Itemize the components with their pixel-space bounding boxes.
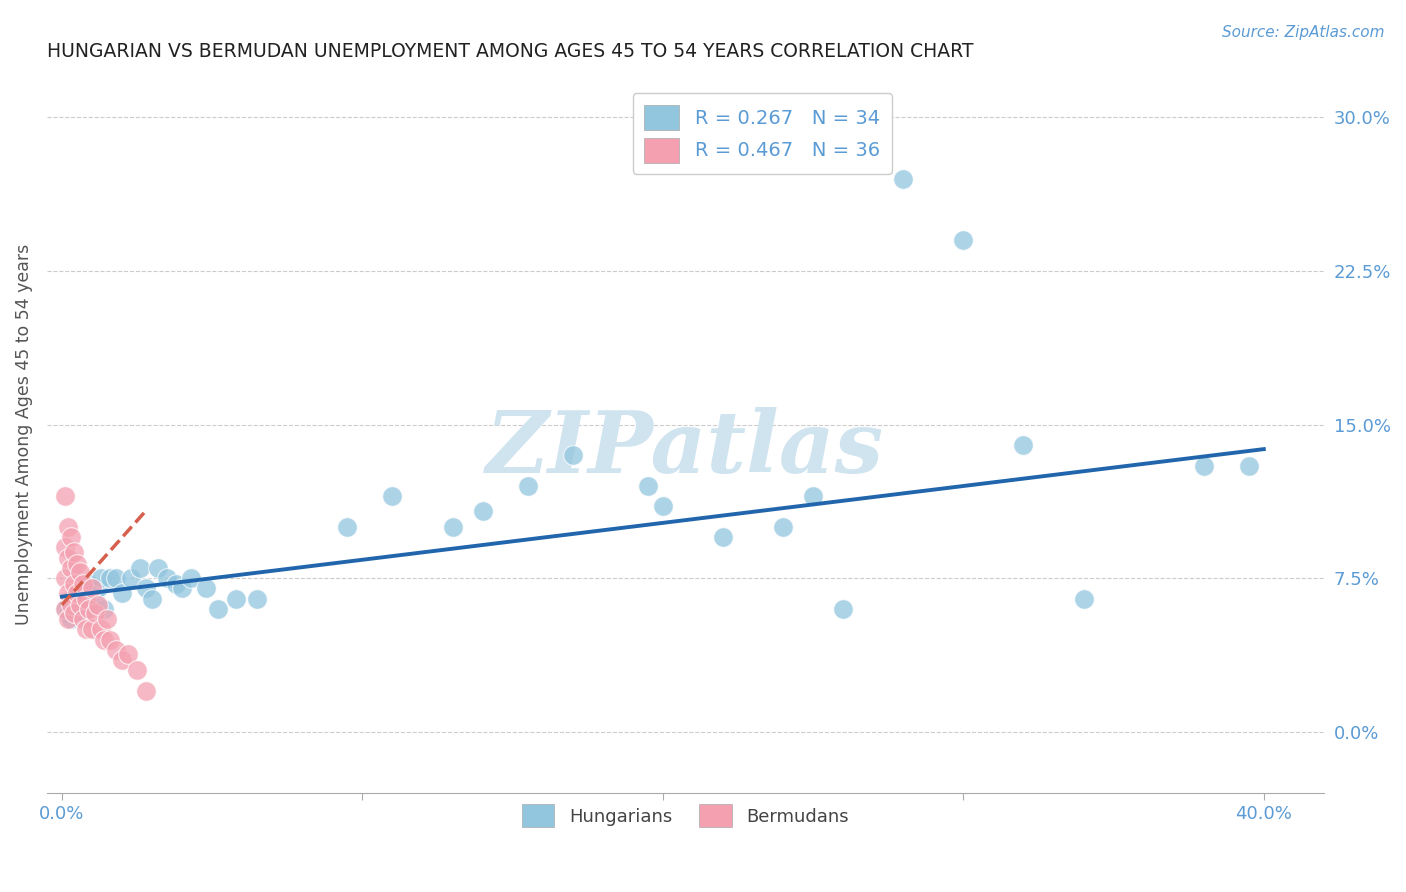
- Point: [146, 561, 169, 575]
- Point: [80, 585, 103, 599]
- Point: [637, 479, 659, 493]
- Point: [56, 520, 79, 534]
- Point: [180, 571, 202, 585]
- Point: [75, 623, 97, 637]
- Point: [772, 520, 794, 534]
- Point: [135, 684, 157, 698]
- Point: [98, 632, 121, 647]
- Point: [66, 557, 89, 571]
- Point: [53, 541, 76, 555]
- Point: [801, 489, 824, 503]
- Point: [111, 653, 134, 667]
- Point: [77, 602, 100, 616]
- Point: [651, 500, 673, 514]
- Point: [53, 602, 76, 616]
- Point: [63, 598, 86, 612]
- Text: Source: ZipAtlas.com: Source: ZipAtlas.com: [1222, 25, 1385, 40]
- Y-axis label: Unemployment Among Ages 45 to 54 years: Unemployment Among Ages 45 to 54 years: [15, 244, 32, 625]
- Point: [90, 623, 112, 637]
- Point: [336, 520, 359, 534]
- Point: [80, 623, 103, 637]
- Point: [59, 612, 82, 626]
- Point: [156, 571, 179, 585]
- Point: [561, 448, 583, 462]
- Point: [53, 489, 76, 503]
- Point: [441, 520, 464, 534]
- Point: [72, 591, 94, 606]
- Point: [93, 602, 115, 616]
- Point: [711, 530, 734, 544]
- Point: [381, 489, 404, 503]
- Point: [471, 503, 494, 517]
- Point: [63, 544, 86, 558]
- Point: [63, 577, 86, 591]
- Point: [125, 664, 148, 678]
- Point: [832, 602, 855, 616]
- Point: [53, 571, 76, 585]
- Point: [87, 582, 110, 596]
- Point: [165, 577, 187, 591]
- Point: [129, 561, 152, 575]
- Point: [105, 571, 128, 585]
- Point: [59, 530, 82, 544]
- Point: [66, 606, 89, 620]
- Point: [66, 585, 89, 599]
- Point: [98, 571, 121, 585]
- Point: [891, 171, 914, 186]
- Point: [75, 591, 97, 606]
- Text: ZIPatlas: ZIPatlas: [486, 408, 884, 491]
- Point: [69, 565, 91, 579]
- Point: [96, 612, 118, 626]
- Point: [90, 571, 112, 585]
- Point: [56, 550, 79, 565]
- Point: [59, 598, 82, 612]
- Point: [195, 582, 218, 596]
- Point: [105, 643, 128, 657]
- Point: [246, 591, 269, 606]
- Point: [69, 598, 91, 612]
- Point: [1073, 591, 1095, 606]
- Point: [93, 632, 115, 647]
- Point: [117, 647, 139, 661]
- Legend: Hungarians, Bermudans: Hungarians, Bermudans: [515, 797, 856, 835]
- Point: [135, 582, 157, 596]
- Point: [56, 606, 79, 620]
- Point: [172, 582, 194, 596]
- Point: [72, 577, 94, 591]
- Point: [516, 479, 538, 493]
- Point: [1012, 438, 1035, 452]
- Point: [56, 612, 79, 626]
- Point: [111, 585, 134, 599]
- Point: [225, 591, 247, 606]
- Point: [75, 602, 97, 616]
- Point: [84, 606, 107, 620]
- Point: [84, 591, 107, 606]
- Point: [59, 561, 82, 575]
- Text: HUNGARIAN VS BERMUDAN UNEMPLOYMENT AMONG AGES 45 TO 54 YEARS CORRELATION CHART: HUNGARIAN VS BERMUDAN UNEMPLOYMENT AMONG…: [46, 42, 973, 61]
- Point: [77, 577, 100, 591]
- Point: [69, 598, 91, 612]
- Point: [56, 585, 79, 599]
- Point: [207, 602, 229, 616]
- Point: [87, 598, 110, 612]
- Point: [53, 602, 76, 616]
- Point: [141, 591, 163, 606]
- Point: [1192, 458, 1215, 473]
- Point: [63, 606, 86, 620]
- Point: [952, 233, 974, 247]
- Point: [72, 612, 94, 626]
- Point: [120, 571, 142, 585]
- Point: [1237, 458, 1260, 473]
- Point: [80, 582, 103, 596]
- Point: [59, 591, 82, 606]
- Point: [66, 585, 89, 599]
